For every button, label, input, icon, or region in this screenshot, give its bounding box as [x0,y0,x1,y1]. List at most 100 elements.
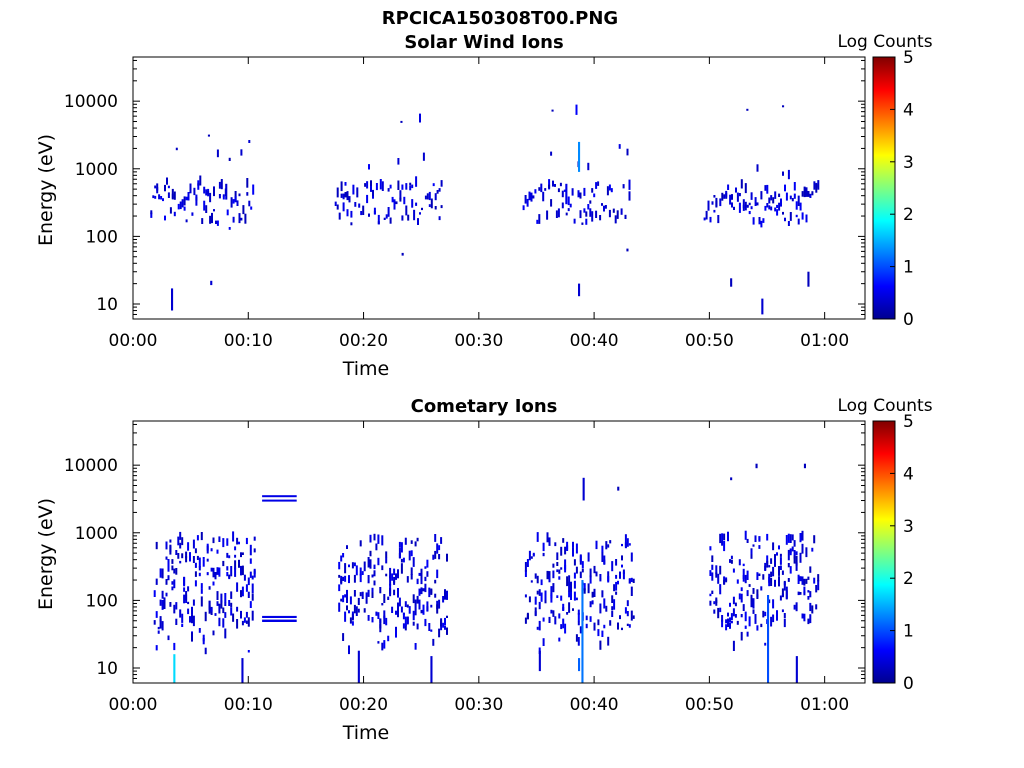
spectrogram-cell [560,624,563,630]
spectrogram-cell [803,463,806,469]
spectrogram-cell [171,565,174,571]
spectrogram-cell [557,188,560,193]
spectrogram-cell [630,586,633,596]
spectrogram-cell [234,554,237,558]
spectrogram-cell [768,205,771,210]
spectrogram-cell [628,191,631,201]
x-tick-label: 00:00 [109,331,158,351]
spectrogram-cell [723,194,726,199]
spectrogram-cell [346,191,349,201]
spectrogram-cell [807,596,810,600]
spectrogram-cell [589,601,592,608]
x-tick-label: 00:00 [109,695,158,715]
spectrogram-cell [424,566,427,569]
spectrogram-cell [241,586,244,597]
spectrogram-cell [735,187,737,193]
spectrogram-cell [552,570,555,579]
spectrogram-cell [575,566,578,574]
spectrogram-cell [619,571,621,579]
spectrogram-cell [768,577,771,587]
spectrogram-cell [420,574,423,585]
spectrogram-cell [371,587,374,594]
spectrogram-cell [238,193,241,197]
spectrogram-cell [772,614,775,623]
spectrogram-cell [183,587,186,592]
spectrogram-cell [245,537,248,545]
spectrogram-cell [801,530,804,541]
spectrogram-cell [202,638,205,645]
spectrogram-cell [348,575,350,584]
spectrogram-cell [371,617,374,623]
spectrogram-cell [617,580,619,585]
spectrogram-cell [236,200,239,206]
spectrogram-cell [415,176,418,187]
spectrogram-cell [583,588,586,594]
colorbar-tick-label: 0 [903,310,914,330]
spectrogram-cell [593,565,596,574]
spectrogram-cell [200,532,203,541]
spectrogram-cell [436,569,439,579]
spectrogram-cell [764,205,767,211]
spectrogram-cell [713,601,716,605]
spectrogram-cell [778,545,780,550]
spectrogram-cell [353,590,356,597]
spectrogram-cell [809,566,812,573]
spectrogram-cell [336,204,339,210]
spectrogram-cell [203,200,206,211]
spectrogram-cell [601,551,604,562]
x-tick-label: 00:40 [570,695,619,715]
spectrogram-cell [157,630,160,634]
spectrogram-cell [395,201,398,205]
spectrogram-cell [585,623,588,629]
spectrogram-cell [194,548,197,554]
spectrogram-cell [344,182,347,186]
spectrogram-cell [348,645,350,655]
spectrogram-cell [387,188,390,192]
spectrogram-cell [556,552,559,560]
spectrogram-cell [568,581,571,592]
spectrogram-cell [342,633,345,641]
spectrogram-cell [595,571,598,577]
y-tick-label: 10 [96,295,118,315]
spectrogram-cell [208,600,211,609]
spectrogram-cell [752,544,755,547]
spectrogram-cell [583,583,586,591]
spectrogram-cell [340,181,343,192]
spectrogram-cell [573,580,576,589]
spectrogram-cell [238,541,240,545]
spectrogram-cell [522,205,525,211]
spectrogram-cell [397,607,399,618]
spectrogram-cell [756,625,759,631]
spectrogram-cell [552,180,554,187]
spectrogram-cell [603,205,605,212]
spectrogram-cell [783,581,786,591]
spectrogram-cell [752,588,755,594]
spectrogram-cell [550,586,553,596]
spectrogram-cell [565,212,568,216]
spectrogram-cell [544,598,547,604]
spectrogram-cell [228,555,231,559]
spectrogram-cell [370,180,372,186]
spectrogram-cell [415,202,418,206]
spectrogram-cell [585,615,588,621]
spectrogram-cell [216,591,219,600]
spectrogram-cell [781,609,784,613]
spectrogram-cell [165,579,168,585]
spectrogram-cell [400,120,403,123]
spectrogram-cell [709,593,712,597]
spectrogram-cell [540,579,543,586]
spectrogram-cell [579,626,582,634]
spectrogram-cell [617,622,619,630]
spectrogram-cell [368,164,370,170]
spectrogram-cell [161,568,164,579]
spectrogram-cell [385,551,388,558]
spectrogram-cell [436,190,439,194]
spectrogram-cell [401,215,404,221]
spectrogram-cell [226,538,229,546]
spectrogram-cell [360,211,363,216]
spectrogram-cell [815,604,818,610]
spectrogram-cell [770,571,773,578]
spectrogram-cell [776,552,778,556]
spectrogram-cell [181,199,184,208]
spectrogram-cell [807,271,810,287]
